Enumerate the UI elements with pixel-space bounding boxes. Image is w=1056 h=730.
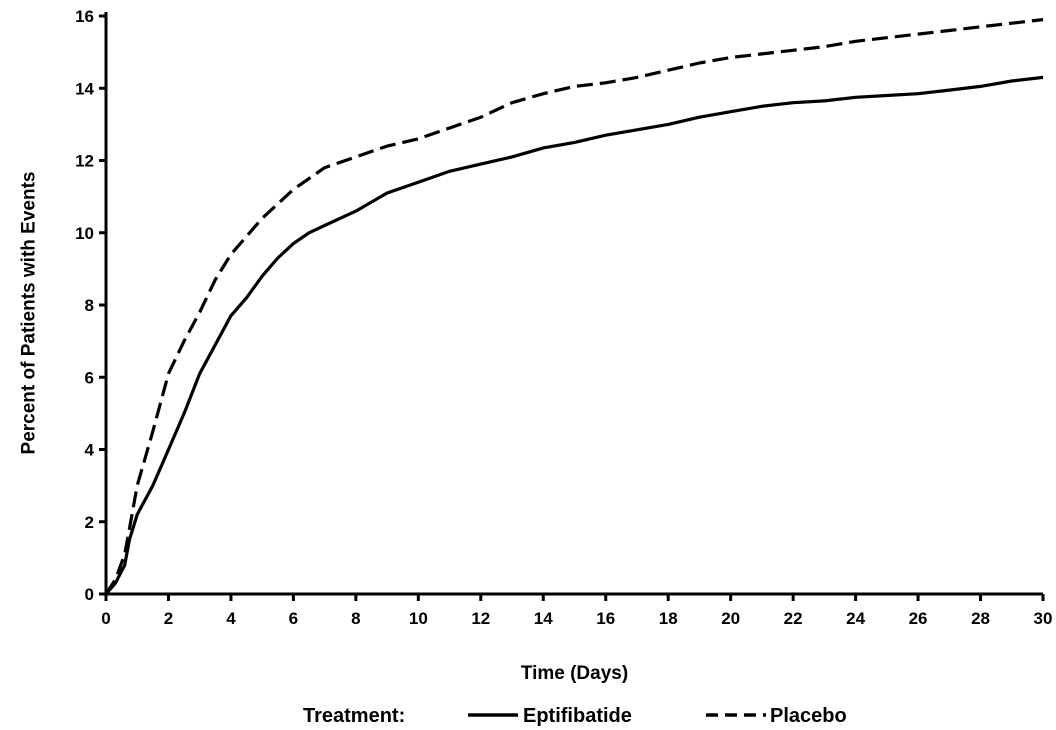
x-tick-label: 12 — [471, 609, 490, 628]
legend: Treatment: Eptifibatide Placebo — [303, 705, 847, 727]
series-line-eptifibatide — [104, 75, 1044, 596]
y-axis-title: Percent of Patients with Events — [19, 172, 40, 455]
series-layer — [104, 18, 1044, 596]
x-tick-label: 4 — [226, 609, 236, 628]
y-tick-label: 4 — [85, 441, 95, 460]
y-tick-label: 14 — [75, 79, 94, 98]
y-tick-label: 2 — [85, 513, 94, 532]
x-axis-title: Time (Days) — [521, 663, 628, 684]
legend-title: Treatment: — [303, 705, 405, 727]
y-tick-label: 0 — [85, 585, 94, 604]
x-tick-label: 14 — [534, 609, 553, 628]
x-tick-label: 24 — [846, 609, 865, 628]
y-tick-label: 6 — [85, 368, 94, 387]
x-tick-label: 0 — [101, 609, 110, 628]
x-tick-label: 16 — [596, 609, 615, 628]
series-line-placebo — [104, 18, 1044, 595]
x-tick-label: 28 — [971, 609, 990, 628]
y-tick-label: 10 — [75, 224, 94, 243]
y-tick-label: 16 — [75, 7, 94, 26]
x-tick-label: 10 — [409, 609, 428, 628]
x-tick-label: 8 — [351, 609, 360, 628]
y-tick-label: 8 — [85, 296, 94, 315]
x-tick-label: 20 — [721, 609, 740, 628]
x-tick-label: 30 — [1034, 609, 1053, 628]
x-tick-label: 26 — [909, 609, 928, 628]
x-tick-label: 2 — [164, 609, 173, 628]
legend-label-placebo: Placebo — [770, 705, 847, 727]
legend-label-eptifibatide: Eptifibatide — [523, 705, 632, 727]
x-tick-label: 18 — [659, 609, 678, 628]
x-tick-label: 22 — [784, 609, 803, 628]
x-tick-label: 6 — [289, 609, 298, 628]
y-tick-label: 12 — [75, 152, 94, 171]
